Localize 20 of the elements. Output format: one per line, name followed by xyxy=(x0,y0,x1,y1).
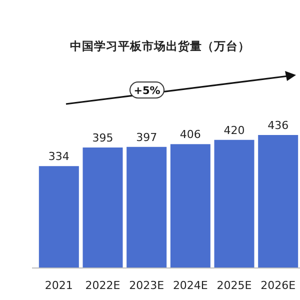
x-tick-label: 2025E xyxy=(216,279,252,292)
data-label: 406 xyxy=(180,128,201,142)
x-tick-label: 2021 xyxy=(44,279,73,292)
bar xyxy=(126,146,167,268)
data-label: 334 xyxy=(48,150,70,164)
bar xyxy=(170,144,210,268)
bar xyxy=(82,148,123,268)
bar xyxy=(38,166,79,268)
x-tick-label: 2024E xyxy=(172,279,208,292)
bar xyxy=(214,140,254,268)
data-label: 436 xyxy=(268,119,289,132)
x-tick-label: 2022E xyxy=(85,279,120,292)
bar xyxy=(258,135,298,268)
data-label: 395 xyxy=(92,132,114,145)
chart-title: 中国学习平板市场出货量（万台） xyxy=(70,39,250,53)
data-label: 397 xyxy=(136,130,158,144)
data-label: 420 xyxy=(224,124,245,137)
text: +5% xyxy=(134,85,161,97)
x-tick-label: 2026E xyxy=(260,279,296,292)
x-tick-label: 2023E xyxy=(129,279,164,292)
